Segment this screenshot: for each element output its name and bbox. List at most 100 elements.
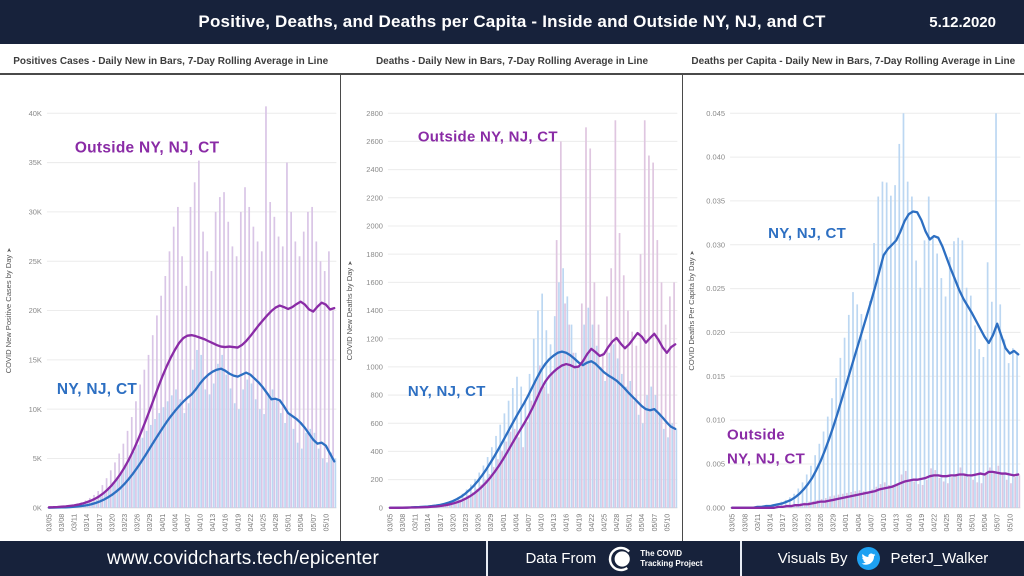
chart-title-deaths-per-capita: Deaths per Capita - Daily New in Bars, 7…	[691, 56, 1016, 67]
svg-text:04/25: 04/25	[944, 514, 951, 532]
svg-text:10K: 10K	[29, 405, 42, 414]
footer-divider	[740, 541, 742, 576]
svg-text:40K: 40K	[29, 109, 42, 118]
svg-text:04/04: 04/04	[514, 514, 521, 532]
svg-text:03/26: 03/26	[476, 514, 483, 532]
rolling-average-line-1[interactable]	[389, 331, 677, 509]
svg-text:04/25: 04/25	[602, 514, 609, 532]
svg-text:1200: 1200	[367, 334, 384, 343]
svg-text:03/26: 03/26	[135, 514, 142, 532]
svg-text:03/08: 03/08	[742, 514, 749, 532]
svg-text:04/28: 04/28	[956, 514, 963, 532]
svg-text:03/05: 03/05	[47, 514, 54, 532]
svg-text:04/01: 04/01	[160, 514, 167, 532]
svg-text:400: 400	[371, 447, 383, 456]
covid-tracking-project-name: The COVID Tracking Project	[640, 549, 702, 568]
svg-text:04/10: 04/10	[539, 514, 546, 532]
svg-text:35K: 35K	[29, 158, 42, 167]
chart-title-positives: Positives Cases - Daily New in Bars, 7-D…	[13, 56, 329, 67]
svg-text:04/22: 04/22	[589, 514, 596, 532]
bars-series-0[interactable]	[396, 120, 676, 508]
svg-text:04/10: 04/10	[198, 514, 205, 532]
data-from-label: Data From	[525, 550, 597, 567]
bars-series-1[interactable]	[49, 349, 337, 508]
bars-series-0[interactable]	[47, 106, 334, 508]
series-annotation-1: NY, NJ, CT	[57, 381, 137, 398]
footer-bar: www.covidcharts.tech/epicenter Data From…	[0, 541, 1024, 576]
svg-text:04/28: 04/28	[273, 514, 280, 532]
bars-series-0[interactable]	[746, 113, 1018, 508]
page-title: Positive, Deaths, and Deaths per Capita …	[198, 12, 826, 31]
footer-divider	[486, 541, 488, 576]
svg-text:2200: 2200	[367, 193, 384, 202]
svg-text:05/10: 05/10	[665, 514, 672, 532]
svg-text:03/17: 03/17	[780, 514, 787, 532]
svg-text:03/17: 03/17	[97, 514, 104, 532]
svg-text:05/04: 05/04	[298, 514, 305, 532]
site-url-link[interactable]: www.covidcharts.tech/epicenter	[106, 547, 380, 569]
svg-text:05/01: 05/01	[627, 514, 634, 532]
svg-text:04/01: 04/01	[843, 514, 850, 532]
svg-text:2400: 2400	[367, 165, 384, 174]
panel-deaths-per-capita: Deaths per Capita - Daily New in Bars, 7…	[682, 44, 1024, 541]
svg-text:04/19: 04/19	[577, 514, 584, 532]
series-annotation-1: NY, NJ, CT	[408, 383, 486, 400]
svg-text:05/07: 05/07	[311, 514, 318, 532]
series-annotation-0: Outside NY, NJ, CT	[418, 128, 559, 145]
svg-text:04/07: 04/07	[526, 514, 533, 532]
svg-text:25K: 25K	[29, 257, 42, 266]
svg-text:2000: 2000	[367, 222, 384, 231]
svg-text:03/29: 03/29	[830, 514, 837, 532]
rolling-average-line-0[interactable]	[730, 210, 1020, 509]
footer-credit-section: Visuals By PeterJ_Walker	[742, 541, 1024, 576]
svg-text:03/11: 03/11	[413, 514, 420, 531]
series-annotation-0: NY, NJ, CT	[768, 225, 847, 242]
svg-text:04/07: 04/07	[868, 514, 875, 532]
logo-line1: The COVID	[640, 548, 683, 558]
gridlines	[388, 112, 678, 509]
svg-text:04/16: 04/16	[906, 514, 913, 532]
covid-tracking-project-logo[interactable]: The COVID Tracking Project	[608, 546, 703, 572]
axis-hover-icon: ➤	[690, 250, 696, 255]
svg-text:05/07: 05/07	[652, 514, 659, 532]
chart-canvas-deaths[interactable]: 0 200 400 600 800 1000 1200 1400 1600 1800 2000 220…	[341, 75, 681, 541]
covid-tracking-project-icon	[609, 546, 634, 571]
svg-text:03/14: 03/14	[84, 514, 91, 532]
svg-text:0.005: 0.005	[706, 460, 725, 469]
rolling-average-line-1[interactable]	[730, 470, 1020, 509]
chart-canvas-deaths-per-capita[interactable]: 0.000 0.005 0.010 0.015 0.020 0.025 0.030 0.035…	[683, 75, 1024, 541]
svg-text:30K: 30K	[29, 207, 42, 216]
x-axis-tick-labels: 03/05 03/08 03/11 03/14 03/17 03/20 03/23 03/26…	[729, 514, 1014, 532]
rolling-average-line-0[interactable]	[47, 367, 336, 509]
svg-text:04/22: 04/22	[931, 514, 938, 532]
svg-text:0.040: 0.040	[706, 153, 725, 162]
svg-text:03/17: 03/17	[438, 514, 445, 532]
y-axis-tick-labels: 0 200 400 600 800 1000 1200 1400 1600 1800 2000 220…	[367, 109, 384, 513]
svg-text:03/08: 03/08	[59, 514, 66, 532]
svg-text:04/19: 04/19	[919, 514, 926, 532]
logo-line2: Tracking Project	[640, 558, 703, 568]
chart-frame-deaths-per-capita: 0.000 0.005 0.010 0.015 0.020 0.025 0.030 0.035…	[682, 73, 1024, 541]
rolling-average-line-1[interactable]	[47, 300, 336, 509]
twitter-handle-link[interactable]: PeterJ_Walker	[890, 550, 989, 567]
svg-text:03/14: 03/14	[426, 514, 433, 532]
bars-series-1[interactable]	[765, 465, 1020, 508]
bars-series-1[interactable]	[394, 268, 678, 508]
svg-text:0.015: 0.015	[706, 372, 725, 381]
chart-canvas-positives[interactable]: 0K 5K 10K 15K 20K 25K 30K 35K 40K COVID New Posit…	[0, 75, 340, 541]
svg-text:04/13: 04/13	[893, 514, 900, 532]
twitter-icon[interactable]	[857, 547, 881, 570]
series-annotation-1: NY, NJ, CT	[727, 450, 806, 467]
svg-text:03/05: 03/05	[388, 514, 395, 532]
y-axis-title: COVID Deaths Per Capita by Day ➤	[687, 250, 696, 370]
svg-text:2800: 2800	[367, 109, 384, 118]
svg-text:03/20: 03/20	[792, 514, 799, 532]
y-axis-title: COVID New Positive Cases by Day ➤	[4, 248, 13, 374]
svg-text:03/05: 03/05	[729, 514, 736, 532]
charts-row: Positives Cases - Daily New in Bars, 7-D…	[0, 44, 1024, 541]
svg-text:04/01: 04/01	[501, 514, 508, 532]
footer-url-section: www.covidcharts.tech/epicenter	[0, 541, 486, 576]
axis-hover-icon: ➤	[348, 261, 354, 266]
chart-frame-positives: 0K 5K 10K 15K 20K 25K 30K 35K 40K COVID New Posit…	[0, 73, 342, 541]
svg-text:03/14: 03/14	[767, 514, 774, 532]
